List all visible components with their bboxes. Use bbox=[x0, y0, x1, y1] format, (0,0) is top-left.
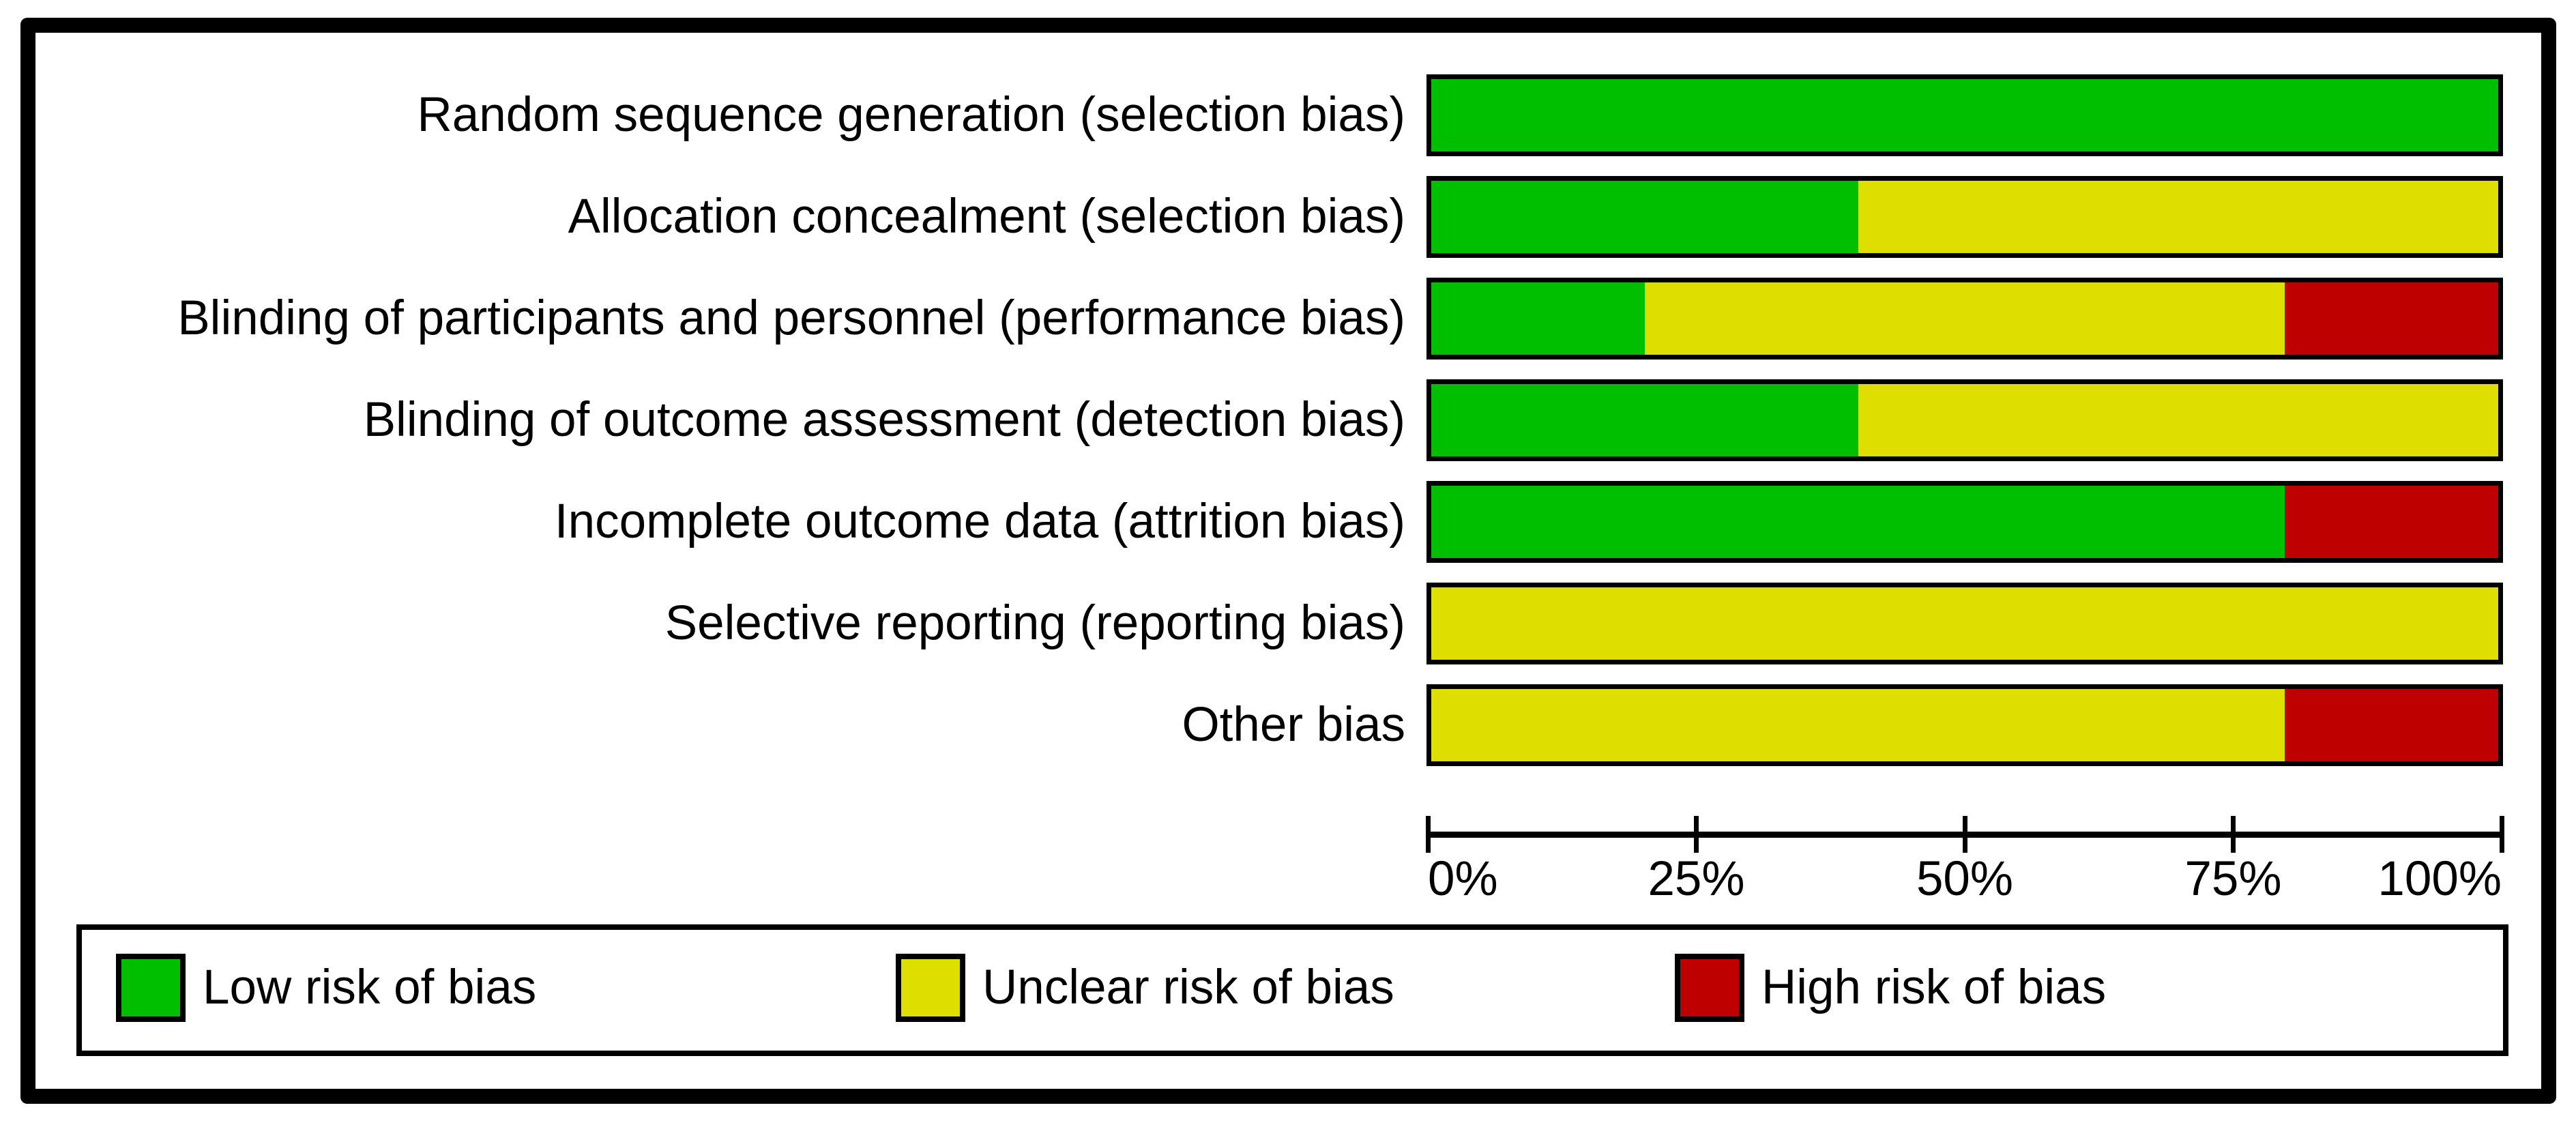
legend-swatch-high-risk bbox=[1675, 954, 1744, 1022]
stacked-bar bbox=[1426, 74, 2503, 156]
bar-segment-low-risk bbox=[1431, 282, 1645, 355]
legend-label-high-risk: High risk of bias bbox=[1761, 961, 2107, 1014]
x-axis-tick-label: 0% bbox=[1428, 852, 1498, 906]
bar-segment-unclear-risk bbox=[1644, 282, 2285, 355]
bar-segment-unclear-risk bbox=[1431, 587, 2498, 660]
x-axis-tick-label: 75% bbox=[2184, 852, 2282, 906]
bar-segment-low-risk bbox=[1431, 181, 1858, 253]
bar-segment-high-risk bbox=[2285, 689, 2498, 761]
row-label: Selective reporting (reporting bias) bbox=[664, 596, 1405, 650]
x-axis-tick bbox=[2499, 816, 2504, 853]
bar-segment-high-risk bbox=[2285, 486, 2498, 558]
bar-segment-unclear-risk bbox=[1858, 181, 2498, 253]
x-axis-tick bbox=[1425, 816, 1431, 853]
bar-segment-low-risk bbox=[1431, 384, 1858, 456]
row-label: Blinding of outcome assessment (detectio… bbox=[363, 393, 1405, 447]
bar-segment-high-risk bbox=[2285, 282, 2498, 355]
row-label: Random sequence generation (selection bi… bbox=[417, 88, 1406, 142]
row-label: Allocation concealment (selection bias) bbox=[568, 190, 1405, 244]
legend-swatch-low-risk bbox=[116, 954, 186, 1022]
x-axis-tick-label: 100% bbox=[2377, 852, 2502, 906]
x-axis-tick bbox=[1694, 816, 1699, 853]
bar-segment-unclear-risk bbox=[1858, 384, 2498, 456]
stacked-bar bbox=[1426, 379, 2503, 461]
stacked-bar bbox=[1426, 278, 2503, 360]
row-label: Blinding of participants and personnel (… bbox=[177, 291, 1405, 345]
row-label: Other bias bbox=[1182, 698, 1405, 752]
bar-segment-unclear-risk bbox=[1431, 689, 2285, 761]
stacked-bar bbox=[1426, 176, 2503, 258]
bar-segment-low-risk bbox=[1431, 79, 2498, 151]
stacked-bar bbox=[1426, 481, 2503, 563]
stacked-bar bbox=[1426, 684, 2503, 766]
x-axis-tick bbox=[1962, 816, 1967, 853]
x-axis-tick-label: 25% bbox=[1648, 852, 1745, 906]
legend-label-low-risk: Low risk of bias bbox=[203, 961, 537, 1014]
bar-segment-low-risk bbox=[1431, 486, 2285, 558]
legend-label-unclear-risk: Unclear risk of bias bbox=[982, 961, 1394, 1014]
x-axis-tick-label: 50% bbox=[1916, 852, 2014, 906]
row-label: Incomplete outcome data (attrition bias) bbox=[554, 495, 1405, 548]
stacked-bar bbox=[1426, 583, 2503, 664]
legend-swatch-unclear-risk bbox=[896, 954, 965, 1022]
legend-box bbox=[76, 924, 2508, 1056]
x-axis-tick bbox=[2231, 816, 2236, 853]
